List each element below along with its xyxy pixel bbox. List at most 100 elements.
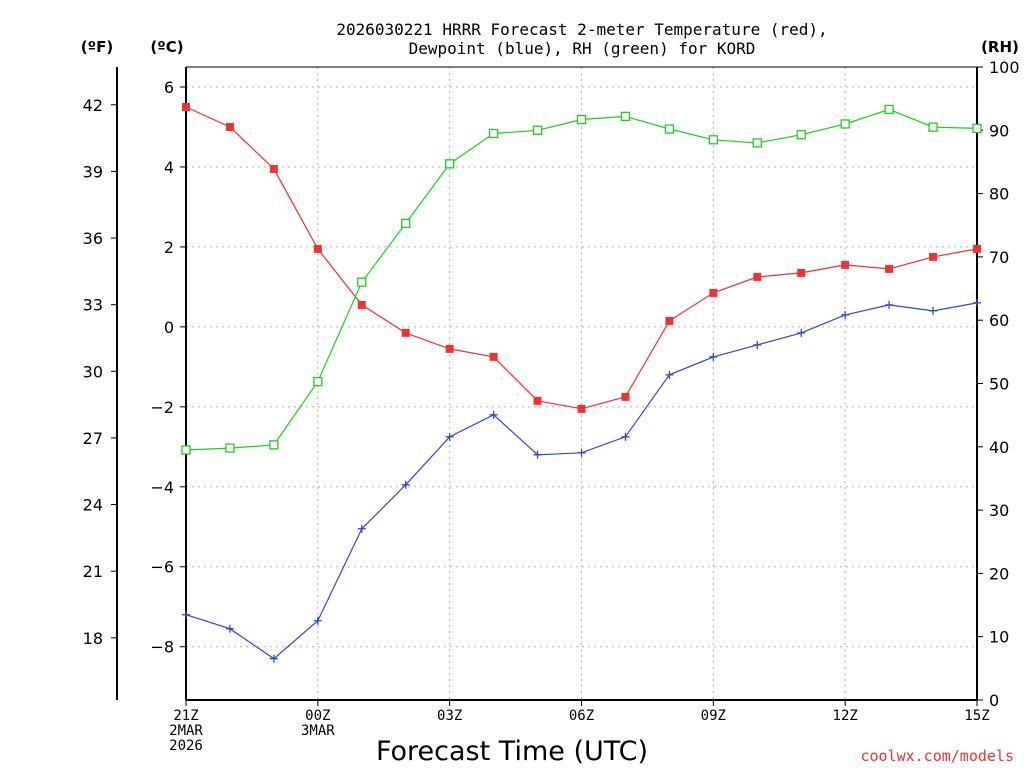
rh-tick-label: 90	[989, 121, 1009, 140]
rh-point	[796, 130, 806, 140]
x-tick-label: 3MAR	[301, 723, 335, 739]
temperature-point	[753, 272, 762, 281]
temperature-point	[929, 252, 938, 261]
series-rh	[181, 104, 982, 455]
dewpoint-point	[929, 306, 938, 315]
x-tick-label: 2MAR	[169, 723, 203, 739]
celsius-tick-label: 6	[164, 78, 174, 97]
celsius-tick-label: 0	[164, 318, 174, 337]
rh-point	[708, 135, 718, 145]
gridlines	[186, 67, 977, 700]
temperature-point	[269, 164, 278, 173]
celsius-tick-label: −2	[150, 398, 174, 417]
temperature-point	[577, 404, 586, 413]
dewpoint-point	[269, 654, 278, 663]
fahrenheit-tick-label: 27	[83, 429, 103, 448]
rh-tick-label: 80	[989, 185, 1009, 204]
rh-tick-label: 30	[989, 501, 1009, 520]
temperature-point	[665, 316, 674, 325]
rh-point	[532, 125, 543, 135]
rh-point	[488, 128, 499, 139]
rh-tick-label: 40	[989, 438, 1009, 457]
x-tick-label: 00Z	[305, 708, 330, 724]
rh-point	[313, 376, 323, 387]
chart-title-line2: Dewpoint (blue), RH (green) for KORD	[409, 39, 756, 58]
rh-point	[181, 445, 191, 455]
dewpoint-point	[225, 624, 234, 633]
celsius-tick-label: −4	[150, 478, 174, 497]
fahrenheit-tick-label: 24	[83, 496, 103, 515]
dewpoint-point	[621, 432, 630, 441]
rh-tick-label: 70	[989, 248, 1009, 267]
temperature-point	[621, 392, 630, 401]
rh-point	[401, 218, 411, 229]
dewpoint-point	[973, 298, 981, 307]
dewpoint-point	[665, 370, 674, 379]
x-axis-label: Forecast Time (UTC)	[376, 736, 648, 767]
rh-point	[620, 111, 631, 122]
fahrenheit-tick-label: 30	[83, 362, 103, 381]
x-tick-label: 03Z	[437, 708, 462, 724]
temperature-point	[225, 122, 234, 131]
celsius-tick-label: 4	[164, 158, 174, 177]
rh-point	[972, 123, 982, 134]
temperature-point	[797, 268, 806, 277]
dewpoint-point	[357, 524, 366, 533]
temperature-point	[885, 264, 894, 273]
fahrenheit-tick-label: 18	[83, 629, 103, 648]
dewpoint-point	[445, 432, 454, 441]
rh-tick-label: 100	[989, 58, 1020, 77]
rh-point	[664, 124, 675, 134]
celsius-unit-label: (ºC)	[150, 38, 183, 56]
x-tick-label: 15Z	[964, 708, 989, 724]
rh-point	[840, 119, 850, 129]
rh-point	[225, 443, 235, 453]
fahrenheit-tick-label: 33	[83, 296, 103, 315]
temperature-point	[182, 102, 190, 111]
dewpoint-point	[753, 340, 762, 349]
temperature-point	[357, 300, 366, 309]
rh-point	[576, 114, 587, 125]
temperature-point	[313, 244, 322, 253]
temperature-point	[489, 352, 498, 361]
dewpoint-point	[577, 448, 586, 457]
rh-tick-label: 10	[989, 628, 1009, 647]
celsius-tick-label: −8	[150, 638, 174, 657]
temperature-point	[533, 396, 542, 405]
dewpoint-point	[313, 616, 322, 625]
rh-point	[445, 159, 455, 169]
rh-tick-label: 60	[989, 311, 1009, 330]
rh-point	[928, 122, 938, 132]
temperature-point	[709, 288, 718, 297]
rh-tick-label: 0	[989, 691, 999, 710]
data-series	[181, 102, 982, 663]
temperature-point	[445, 344, 454, 353]
x-tick-label: 2026	[169, 738, 203, 754]
dewpoint-point	[533, 450, 542, 459]
series-dewpoint	[182, 298, 981, 663]
axes	[116, 66, 978, 701]
fahrenheit-tick-label: 39	[83, 162, 103, 181]
celsius-tick-label: 2	[164, 238, 174, 257]
chart-title-line1: 2026030221 HRRR Forecast 2-meter Tempera…	[336, 20, 827, 39]
dewpoint-point	[841, 310, 850, 319]
temperature-point	[841, 260, 850, 269]
x-tick-label: 06Z	[569, 708, 594, 724]
dewpoint-point	[401, 480, 410, 489]
dewpoint-point	[182, 610, 190, 619]
rh-point	[269, 440, 279, 450]
dewpoint-point	[489, 410, 498, 419]
x-tick-label: 21Z	[173, 708, 198, 724]
dewpoint-point	[709, 352, 718, 361]
rh-tick-label: 20	[989, 564, 1009, 583]
rh-point	[752, 138, 762, 148]
fahrenheit-tick-label: 42	[83, 96, 103, 115]
fahrenheit-tick-label: 36	[83, 229, 103, 248]
x-tick-label: 09Z	[701, 708, 726, 724]
fahrenheit-tick-label: 21	[83, 562, 103, 581]
celsius-tick-label: −6	[150, 558, 174, 577]
temperature-point	[973, 244, 981, 253]
fahrenheit-unit-label: (ºF)	[81, 38, 113, 56]
